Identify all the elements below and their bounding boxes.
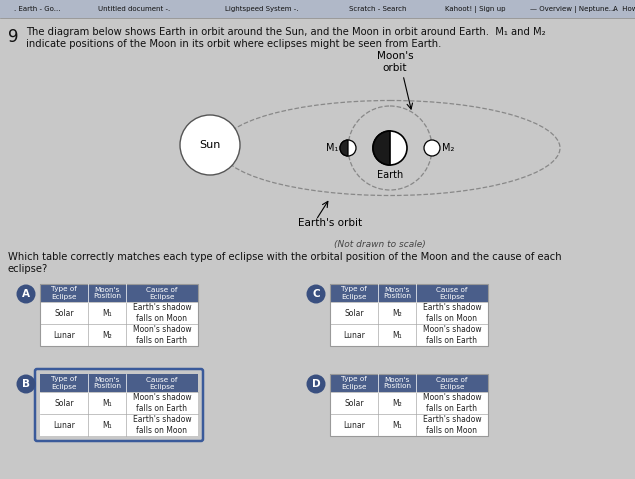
Text: Earth: Earth <box>377 170 403 180</box>
Circle shape <box>17 285 36 304</box>
Bar <box>330 374 488 436</box>
Text: M₁: M₁ <box>392 421 402 430</box>
Text: Earth's orbit: Earth's orbit <box>298 218 362 228</box>
Text: M₁: M₁ <box>102 308 112 318</box>
Text: The diagram below shows Earth in orbit around the Sun, and the Moon in orbit aro: The diagram below shows Earth in orbit a… <box>26 27 545 37</box>
Bar <box>40 374 198 392</box>
Circle shape <box>340 140 356 156</box>
Text: Earth's shadow
falls on Moon: Earth's shadow falls on Moon <box>423 303 481 323</box>
Text: Lunar: Lunar <box>343 331 365 340</box>
Text: Cause of
Eclipse: Cause of Eclipse <box>146 376 178 389</box>
Text: A  How d: A How d <box>613 6 635 12</box>
Bar <box>330 374 488 436</box>
Text: M₁: M₁ <box>392 331 402 340</box>
Bar <box>0 0 635 18</box>
Text: Type of
Eclipse: Type of Eclipse <box>51 286 77 299</box>
Text: eclipse?: eclipse? <box>8 264 48 274</box>
Text: Earth's shadow
falls on Moon: Earth's shadow falls on Moon <box>133 415 191 435</box>
Text: Moon's shadow
falls on Earth: Moon's shadow falls on Earth <box>423 393 481 413</box>
Text: Solar: Solar <box>54 399 74 408</box>
Text: Cause of
Eclipse: Cause of Eclipse <box>146 286 178 299</box>
Circle shape <box>180 115 240 175</box>
Text: M₂: M₂ <box>442 143 455 153</box>
Bar <box>330 374 488 392</box>
Text: . Earth - Go...: . Earth - Go... <box>14 6 60 12</box>
Text: Earth's shadow
falls on Moon: Earth's shadow falls on Moon <box>423 415 481 435</box>
Text: Sun: Sun <box>199 140 221 150</box>
Text: Untitled document -.: Untitled document -. <box>98 6 171 12</box>
Wedge shape <box>340 140 348 156</box>
Text: Moon's shadow
falls on Earth: Moon's shadow falls on Earth <box>133 325 191 345</box>
Text: Moon's
Position: Moon's Position <box>93 376 121 389</box>
Circle shape <box>17 375 36 394</box>
Text: M₂: M₂ <box>392 399 402 408</box>
Text: D: D <box>312 379 320 389</box>
Text: Type of
Eclipse: Type of Eclipse <box>51 376 77 389</box>
Bar <box>40 374 198 436</box>
Text: — Overview | Neptune...: — Overview | Neptune... <box>530 5 615 12</box>
Text: Earth's shadow
falls on Moon: Earth's shadow falls on Moon <box>133 303 191 323</box>
Text: Type of
Eclipse: Type of Eclipse <box>341 286 367 299</box>
Text: Solar: Solar <box>54 308 74 318</box>
Text: Lightspeed System -.: Lightspeed System -. <box>225 6 298 12</box>
Text: Moon's shadow
falls on Earth: Moon's shadow falls on Earth <box>133 393 191 413</box>
Text: Solar: Solar <box>344 308 364 318</box>
Text: Scratch - Search: Scratch - Search <box>349 6 406 12</box>
Text: Moon's
Position: Moon's Position <box>93 286 121 299</box>
Bar <box>40 284 198 302</box>
Text: A: A <box>22 289 30 299</box>
Text: (Not drawn to scale): (Not drawn to scale) <box>334 240 426 249</box>
Text: Lunar: Lunar <box>343 421 365 430</box>
Bar <box>40 284 198 346</box>
Text: C: C <box>312 289 320 299</box>
Wedge shape <box>373 131 390 165</box>
Text: B: B <box>22 379 30 389</box>
Text: Lunar: Lunar <box>53 421 75 430</box>
Text: Moon's
orbit: Moon's orbit <box>377 51 413 73</box>
Text: indicate positions of the Moon in its orbit where eclipses might be seen from Ea: indicate positions of the Moon in its or… <box>26 39 441 49</box>
Circle shape <box>307 375 326 394</box>
Bar <box>330 284 488 346</box>
Text: Moon's shadow
falls on Earth: Moon's shadow falls on Earth <box>423 325 481 345</box>
Bar <box>330 284 488 346</box>
Text: M₁: M₁ <box>102 399 112 408</box>
Text: M₂: M₂ <box>102 331 112 340</box>
Text: Which table correctly matches each type of eclipse with the orbital position of : Which table correctly matches each type … <box>8 252 561 262</box>
Text: Cause of
Eclipse: Cause of Eclipse <box>436 376 468 389</box>
Text: Type of
Eclipse: Type of Eclipse <box>341 376 367 389</box>
Text: 9: 9 <box>8 28 18 46</box>
Circle shape <box>373 131 407 165</box>
Text: Moon's
Position: Moon's Position <box>383 286 411 299</box>
Bar <box>40 284 198 346</box>
Circle shape <box>307 285 326 304</box>
Text: Moon's
Position: Moon's Position <box>383 376 411 389</box>
Text: Cause of
Eclipse: Cause of Eclipse <box>436 286 468 299</box>
Text: Kahoot! | Sign up: Kahoot! | Sign up <box>445 5 505 12</box>
Text: M₂: M₂ <box>392 308 402 318</box>
Text: Solar: Solar <box>344 399 364 408</box>
Text: Lunar: Lunar <box>53 331 75 340</box>
Text: M₁: M₁ <box>102 421 112 430</box>
Bar <box>330 284 488 302</box>
Circle shape <box>424 140 440 156</box>
Text: M₁: M₁ <box>326 143 338 153</box>
